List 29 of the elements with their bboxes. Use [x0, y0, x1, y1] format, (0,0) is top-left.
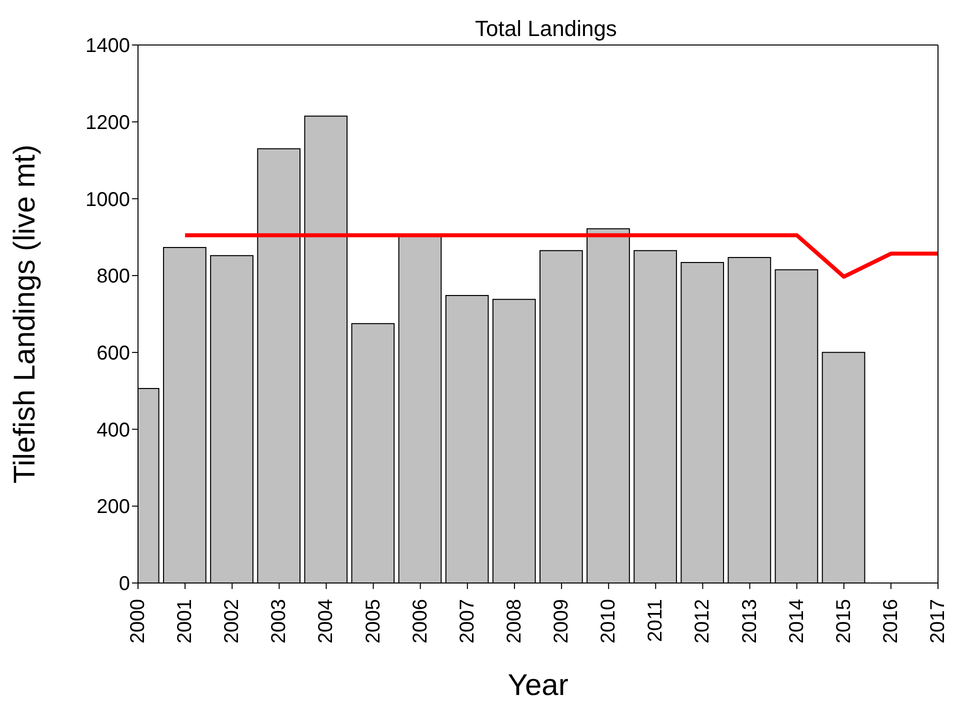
x-tick-label: 2013 — [738, 599, 761, 644]
x-tick-label: 2017 — [927, 599, 949, 644]
y-tick-label: 200 — [96, 496, 130, 518]
x-tick-label: 2003 — [268, 599, 290, 644]
x-tick-label: 2016 — [880, 599, 902, 644]
y-tick-label: 1000 — [86, 188, 130, 211]
x-tick-label: 2012 — [692, 599, 714, 644]
y-tick-label: 800 — [96, 266, 130, 288]
y-tick-label: 400 — [96, 419, 130, 442]
y-tick-label: 1400 — [86, 35, 130, 58]
y-tick-label: 1200 — [86, 112, 130, 134]
x-tick-label: 2004 — [315, 599, 338, 644]
x-tick-label: 2011 — [644, 599, 667, 642]
x-tick-label: 2007 — [456, 599, 478, 644]
x-tick-label: 2002 — [221, 599, 244, 644]
y-tick-label: 0 — [118, 573, 130, 596]
x-tick-label: 2006 — [409, 599, 432, 644]
y-axis-title: Tilefish Landings (live mt) — [8, 144, 42, 484]
x-tick-label: 2015 — [832, 599, 855, 644]
x-tick-label: 2014 — [786, 599, 808, 644]
y-tick-label: 600 — [96, 342, 130, 365]
x-axis-title: Year — [508, 669, 568, 702]
x-tick-label: 2010 — [598, 599, 620, 644]
x-tick-label: 2000 — [127, 599, 149, 644]
x-tick-label: 2001 — [174, 599, 196, 644]
x-tick-label: 2008 — [503, 599, 526, 644]
x-tick-label: 2005 — [362, 599, 384, 644]
chart-title: Total Landings — [474, 16, 618, 42]
x-tick-label: 2009 — [550, 599, 573, 644]
